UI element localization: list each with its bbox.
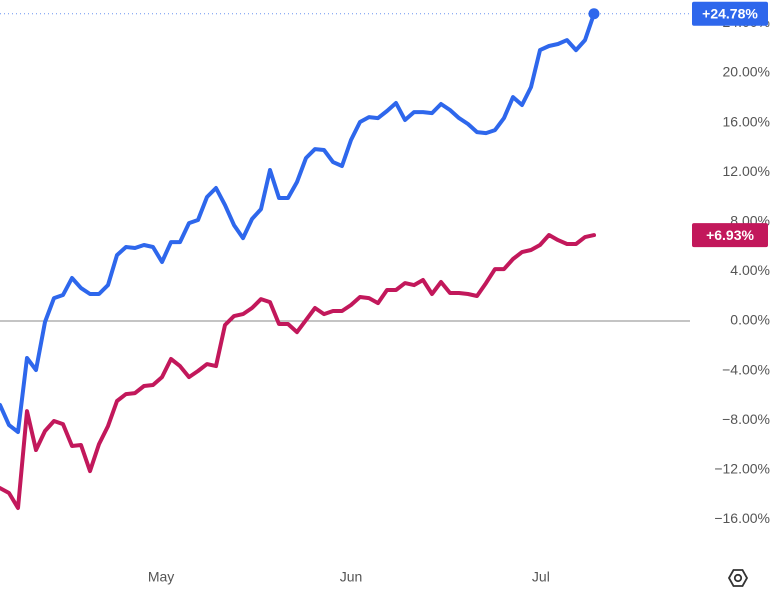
value-badge-text: +24.78% xyxy=(702,5,758,21)
y-tick-label: 12.00% xyxy=(723,163,770,179)
y-tick-label: 0.00% xyxy=(730,312,770,328)
y-tick-label: −8.00% xyxy=(722,411,770,427)
y-tick-label: −4.00% xyxy=(722,361,770,377)
settings-center xyxy=(733,573,743,583)
value-badge xyxy=(692,1,768,26)
x-tick-label: May xyxy=(148,569,174,585)
value-badge xyxy=(692,223,768,248)
series-line xyxy=(0,233,596,510)
value-badge-text: +6.93% xyxy=(706,227,754,243)
y-tick-label: 4.00% xyxy=(730,262,770,278)
settings-icon[interactable] xyxy=(727,569,749,587)
last-point xyxy=(588,8,600,20)
y-tick-label: −16.00% xyxy=(714,510,770,526)
settings-hexagon xyxy=(727,569,749,587)
x-tick-label: Jun xyxy=(340,569,363,585)
y-tick-label: 20.00% xyxy=(723,64,770,80)
y-tick-label: 16.00% xyxy=(723,113,770,129)
series-line xyxy=(0,11,596,434)
x-tick-label: Jul xyxy=(532,569,550,585)
y-tick-label: −12.00% xyxy=(714,461,770,477)
